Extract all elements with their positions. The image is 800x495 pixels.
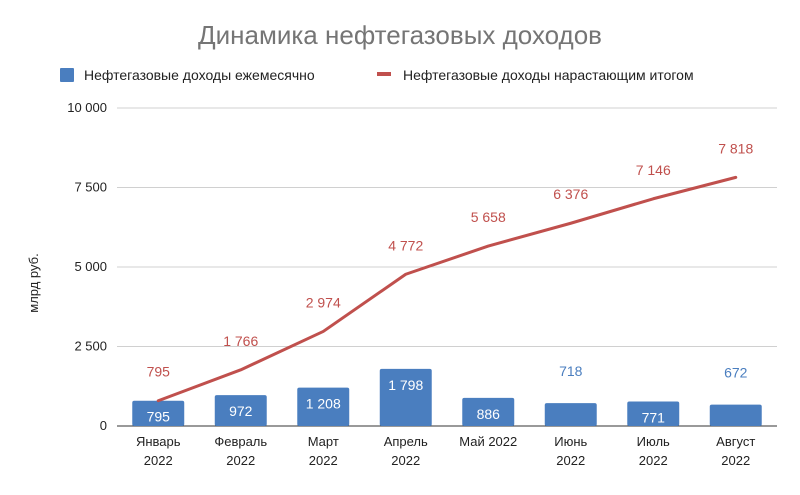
- bar: [214, 395, 267, 426]
- x-axis-ticks: Январь 2022 Февраль 2022 Март 2022 Апрель 2022 М…: [136, 434, 755, 468]
- x-tick-label: 2022: [721, 453, 750, 468]
- y-tick-label: 2 500: [74, 339, 107, 354]
- bar: [462, 397, 515, 426]
- x-tick-label: Апрель: [384, 434, 428, 449]
- bar: [132, 400, 185, 426]
- legend-swatch-monthly: [60, 68, 74, 82]
- y-axis-label: млрд руб.: [26, 253, 41, 312]
- y-axis-ticks: 0 2 500 5 000 7 500 10 000: [67, 100, 107, 433]
- bar-data-labels: 795 972 1 208 1 798 886 718 771 672: [147, 363, 748, 425]
- x-tick-label: 2022: [639, 453, 668, 468]
- bar: [544, 403, 597, 426]
- legend-label-monthly: Нефтегазовые доходы ежемесячно: [84, 67, 315, 83]
- x-tick-label: Май 2022: [459, 434, 517, 449]
- x-tick-label: Март: [308, 434, 339, 449]
- line-data-label: 4 772: [388, 237, 423, 253]
- chart-title: Динамика нефтегазовых доходов: [198, 20, 602, 50]
- line-data-label: 2 974: [306, 294, 341, 310]
- cumulative-line: [156, 175, 738, 403]
- bar: [297, 387, 350, 426]
- line-data-labels: 795 1 766 2 974 4 772 5 658 6 376 7 146 7 818: [147, 140, 754, 379]
- bar-data-label: 886: [477, 406, 501, 422]
- y-tick-label: 10 000: [67, 100, 107, 115]
- bar-data-label: 972: [229, 403, 253, 419]
- line-data-label: 6 376: [553, 186, 588, 202]
- x-tick-label: 2022: [226, 453, 255, 468]
- line-data-label: 7 146: [636, 162, 671, 178]
- bar-data-label: 1 208: [306, 396, 341, 412]
- line-data-label: 795: [147, 364, 171, 380]
- x-tick-label: Июль: [637, 434, 670, 449]
- bar-data-label: 718: [559, 363, 583, 379]
- x-tick-label: Январь: [136, 434, 181, 449]
- y-tick-label: 7 500: [74, 180, 107, 195]
- x-tick-label: Август: [716, 434, 755, 449]
- legend-label-cumulative: Нефтегазовые доходы нарастающим итогом: [403, 67, 694, 83]
- line-data-label: 7 818: [718, 140, 753, 156]
- legend-swatch-cumulative: [377, 72, 391, 76]
- bar: [627, 401, 680, 426]
- bar: [709, 404, 762, 426]
- y-tick-label: 5 000: [74, 259, 107, 274]
- legend: Нефтегазовые доходы ежемесячно Нефтегазо…: [60, 67, 694, 83]
- bar-data-label: 1 798: [388, 377, 423, 393]
- line-data-label: 1 766: [223, 333, 258, 349]
- y-tick-label: 0: [100, 418, 107, 433]
- x-tick-label: Июнь: [554, 434, 587, 449]
- x-tick-label: 2022: [309, 453, 338, 468]
- line-data-label: 5 658: [471, 209, 506, 225]
- x-tick-label: 2022: [556, 453, 585, 468]
- bar: [379, 368, 432, 426]
- bar-data-label: 771: [642, 409, 666, 425]
- bar-data-label: 795: [147, 409, 171, 425]
- bar-data-label: 672: [724, 365, 748, 381]
- line-series: [156, 175, 738, 403]
- x-tick-label: Февраль: [214, 434, 267, 449]
- x-tick-label: 2022: [391, 453, 420, 468]
- bar-series: [132, 368, 762, 426]
- x-tick-label: 2022: [144, 453, 173, 468]
